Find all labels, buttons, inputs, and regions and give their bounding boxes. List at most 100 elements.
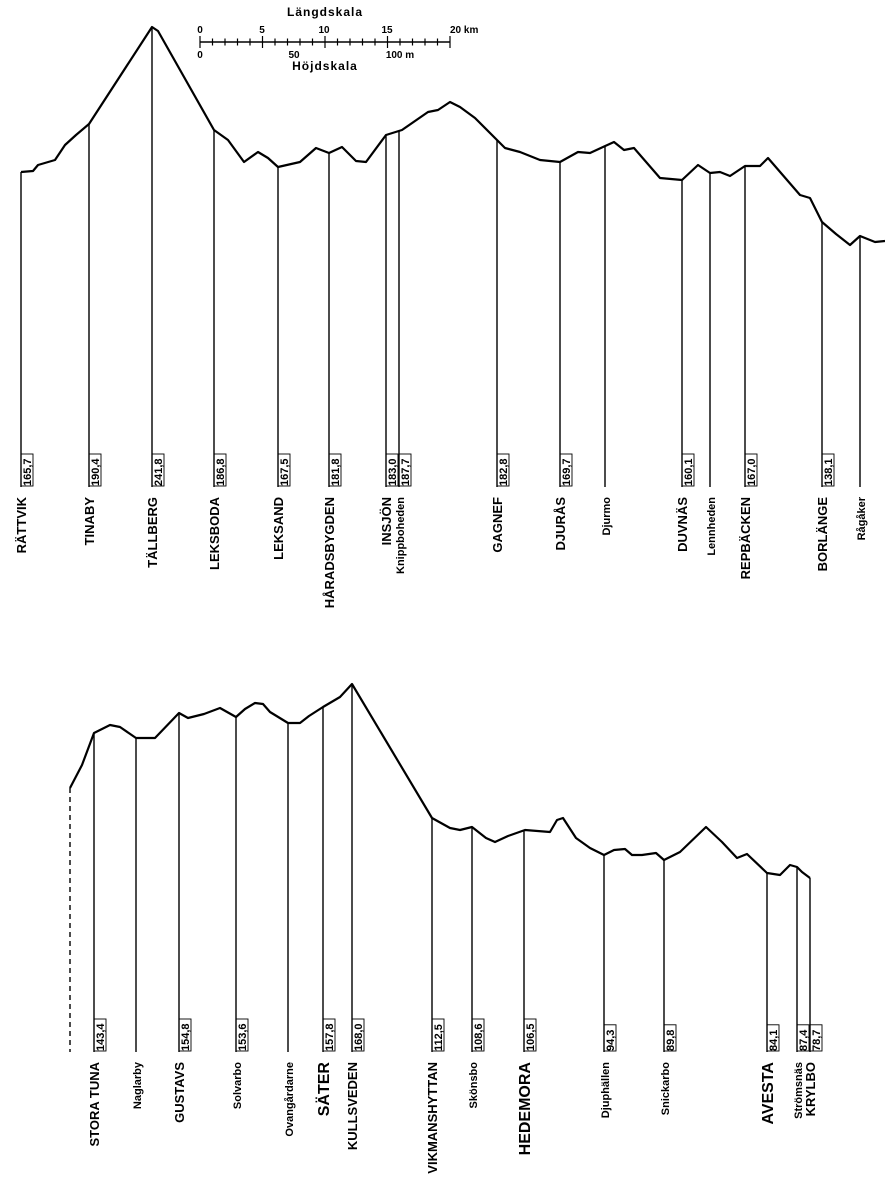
station-elevation-label: 112,5 <box>433 1024 445 1051</box>
station-name-label: TÄLLBERG <box>145 497 160 568</box>
station-elevation-label: 138,1 <box>823 458 835 486</box>
elevation-label-box <box>235 1018 249 1052</box>
station-elevation-label: 78,7 <box>811 1030 823 1051</box>
station-name-label: HÅRADSBYGDEN <box>322 497 337 608</box>
station-elevation-label: 186,8 <box>215 458 227 486</box>
elevation-label-box <box>277 453 291 487</box>
station-elevation-label: 182,8 <box>498 458 510 486</box>
height-scale-tick-label: 0 <box>197 50 203 61</box>
profile-section-2: 143,4 STORA TUNA Naglarby 154,8 GUSTAVS 153,6… <box>69 682 823 1174</box>
station-name-label: BORLÄNGE <box>815 497 830 572</box>
height-scale-tick-label: 100 m <box>386 50 414 61</box>
station-name-label: INSJÖN <box>379 497 394 545</box>
length-scale-title: Längdskala <box>287 5 363 19</box>
station-name-label: RÄTTVIK <box>14 496 29 553</box>
length-scale-tick-label: 0 <box>197 25 203 36</box>
elevation-label-box <box>178 1018 192 1052</box>
station-elevation-label: 169,7 <box>561 458 573 486</box>
elevation-label-box <box>821 453 835 487</box>
profile-section-1: 165,7 RÄTTVIK 190,4 TINABY 241,8 TÄLLBERG 186,… <box>14 25 885 608</box>
station-name-label: KRYLBO <box>803 1062 818 1116</box>
station-name-label: REPBÄCKEN <box>738 497 753 579</box>
station-name-label: Djurmo <box>601 497 613 536</box>
station-name-label: Ovangårdarne <box>284 1062 296 1137</box>
station-name-label: LEKSBODA <box>207 496 222 570</box>
station-name-label: Snickarbo <box>660 1062 672 1115</box>
length-scale-tick-label: 20 km <box>450 25 478 36</box>
station-elevation-label: 94,3 <box>605 1030 617 1051</box>
station-elevation-label: 153,6 <box>237 1023 249 1051</box>
station-name-label: KULLSVEDEN <box>345 1062 360 1150</box>
height-scale-title: Höjdskala <box>292 59 358 73</box>
station-elevation-label: 168,0 <box>353 1023 365 1051</box>
length-scale-tick-label: 10 <box>318 25 330 36</box>
station-name-label: HEDEMORA <box>517 1062 534 1156</box>
station-name-label: Knippboheden <box>395 497 407 574</box>
station-name-label: STORA TUNA <box>87 1061 102 1146</box>
scale-bar: Längdskala 0 5 10 15 20 km 0 50 100 m Höjdskala <box>197 5 478 73</box>
elevation-label-box <box>328 453 342 487</box>
station-name-label: Skönsbo <box>468 1062 480 1109</box>
station-elevation-label: 241,8 <box>153 458 165 486</box>
elevation-label-box <box>809 1024 823 1052</box>
elevation-label-box <box>471 1018 485 1052</box>
station-elevation-label: 106,5 <box>525 1023 537 1051</box>
station-elevation-label: 167,5 <box>279 458 291 486</box>
elevation-label-box <box>151 453 165 487</box>
station-elevation-label: 108,6 <box>473 1023 485 1051</box>
station-elevation-label: 190,4 <box>90 458 102 486</box>
station-elevation-label: 167,0 <box>746 458 758 486</box>
station-name-label: AVESTA <box>760 1062 777 1125</box>
elevation-label-box <box>213 453 227 487</box>
elevation-label-box <box>766 1024 780 1052</box>
elevation-label-box <box>496 453 510 487</box>
station-elevation-label: 165,7 <box>22 458 34 486</box>
station-elevation-label: 181,8 <box>330 458 342 486</box>
station-name-label: VIKMANSHYTTAN <box>425 1062 440 1174</box>
station-name-label: TINABY <box>82 497 97 546</box>
elevation-label-box <box>398 453 412 487</box>
elevation-label-box <box>322 1018 336 1052</box>
height-scale-tick-label: 50 <box>288 50 300 61</box>
station-elevation-label: 183,0 <box>387 458 399 486</box>
station-name-label: LEKSAND <box>271 497 286 560</box>
elevation-profile-line <box>69 682 811 879</box>
station-name-label: GUSTAVS <box>172 1062 187 1123</box>
elevation-label-box <box>93 1018 107 1052</box>
elevation-label-box <box>559 453 573 487</box>
station-name-label: DUVNÄS <box>675 497 690 552</box>
station-elevation-label: 157,8 <box>324 1023 336 1051</box>
elevation-label-box <box>663 1024 677 1052</box>
elevation-label-box <box>431 1018 445 1052</box>
station-name-label: Strömsnäs <box>793 1062 805 1119</box>
station-name-label: Lennheden <box>706 497 718 556</box>
elevation-label-box <box>523 1018 537 1052</box>
elevation-label-box <box>681 453 695 487</box>
elevation-label-box <box>88 453 102 487</box>
station-elevation-label: 160,1 <box>683 458 695 486</box>
length-scale-tick-label: 5 <box>259 25 265 36</box>
station-name-label: Naglarby <box>132 1061 144 1109</box>
elevation-label-box <box>351 1018 365 1052</box>
station-elevation-label: 154,8 <box>180 1023 192 1051</box>
station-elevation-label: 84,1 <box>768 1030 780 1051</box>
station-name-label: Solvarbo <box>232 1062 244 1109</box>
length-scale-tick-label: 15 <box>381 25 393 36</box>
station-elevation-label: 87,4 <box>798 1029 810 1051</box>
elevation-label-box <box>603 1024 617 1052</box>
elevation-label-box <box>20 453 34 487</box>
elevation-profile-line <box>20 25 885 247</box>
station-name-label: SÄTER <box>315 1062 333 1117</box>
station-name-label: DJURÅS <box>553 497 568 551</box>
station-elevation-label: 187,7 <box>400 458 412 486</box>
elevation-label-box <box>744 453 758 487</box>
station-name-label: Djuphällen <box>600 1062 612 1119</box>
station-elevation-label: 89,8 <box>665 1030 677 1051</box>
station-name-label: Rågåker <box>856 496 868 540</box>
elevation-label-box <box>796 1024 810 1052</box>
station-name-label: GAGNEF <box>490 497 505 553</box>
elevation-label-box <box>385 453 399 487</box>
station-elevation-label: 143,4 <box>95 1023 107 1051</box>
